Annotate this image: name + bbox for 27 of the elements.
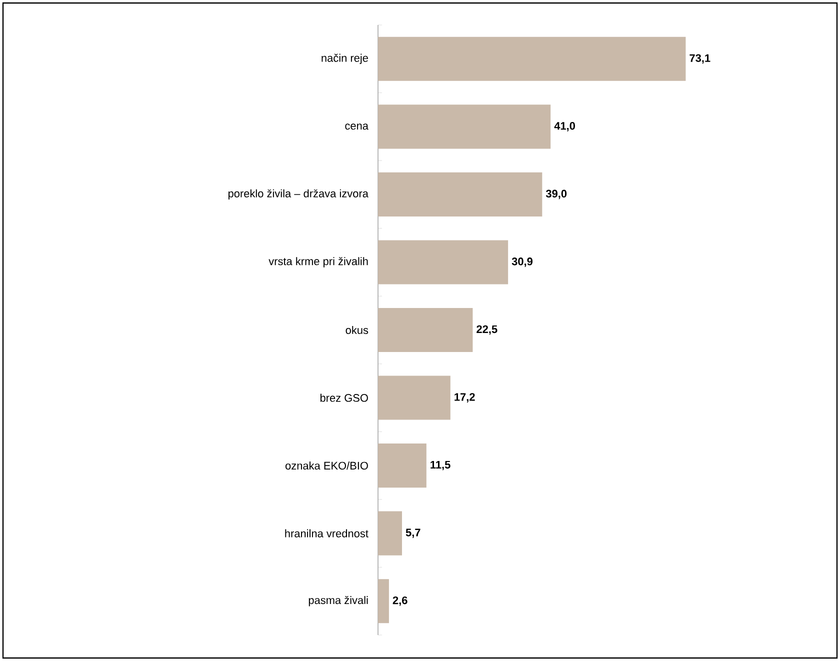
data-label: 30,9 [512,258,533,267]
data-label: 17,2 [454,393,475,402]
y-tick-label: hranilna vrednost [285,529,368,538]
bar [378,104,551,149]
y-tick-label: način reje [322,54,368,64]
data-label: 2,6 [392,596,408,606]
bar [378,36,686,81]
data-label: 11,5 [430,460,450,470]
y-tick-label: poreklo živila – država izvora [228,189,368,200]
y-tick-label: vrsta krme pri živalih [268,257,368,268]
y-tick-label: oznaka EKO/BIO [285,462,368,470]
data-label: 39,0 [546,190,567,200]
y-tick-label: brez GSO [320,394,368,402]
data-label: 41,0 [554,122,575,132]
bar [378,444,426,488]
y-tick-label: pasma živali [308,596,368,606]
bar [378,579,389,624]
data-label: 22,5 [476,325,498,335]
y-tick-label: cena [345,124,368,130]
bar [378,240,508,284]
bar [378,511,402,556]
y-tick-label: okus [346,326,368,334]
data-label: 5,7 [406,528,420,538]
bar [378,172,542,216]
data-label: 73,1 [690,54,710,64]
bar [378,308,473,352]
bar [378,376,450,420]
